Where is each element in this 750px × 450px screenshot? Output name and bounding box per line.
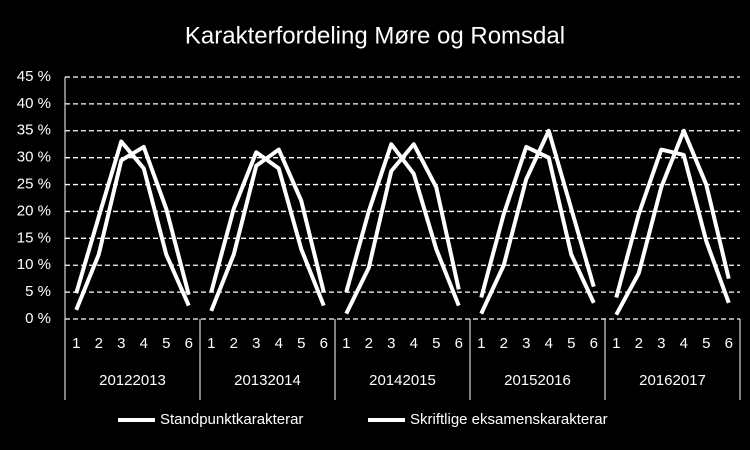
x-tick-label: 4 <box>680 335 688 352</box>
y-tick-label: 40 % <box>17 95 51 112</box>
x-tick-label: 4 <box>545 335 553 352</box>
series-line <box>614 147 731 304</box>
chart-title: Karakterfordeling Møre og Romsdal <box>185 22 565 49</box>
y-tick-label: 15 % <box>17 229 51 246</box>
x-tick-label: 5 <box>567 335 575 352</box>
x-tick-label: 3 <box>387 335 395 352</box>
series-line <box>344 142 461 307</box>
group-label: 20152016 <box>504 372 571 389</box>
x-tick-label: 5 <box>702 335 710 352</box>
group-label: 20162017 <box>639 372 706 389</box>
series-line <box>74 144 191 311</box>
y-tick-label: 20 % <box>17 202 51 219</box>
x-tick-label: 2 <box>635 335 643 352</box>
series-line <box>74 139 191 307</box>
x-tick-label: 2 <box>95 335 103 352</box>
group-label: 20122013 <box>99 372 166 389</box>
x-tick-label: 3 <box>657 335 665 352</box>
y-tick-label: 35 % <box>17 122 51 139</box>
x-tick-label: 6 <box>320 335 328 352</box>
series-line <box>209 147 326 312</box>
x-tick-label: 2 <box>365 335 373 352</box>
x-tick-label: 3 <box>252 335 260 352</box>
y-tick-label: 0 % <box>25 310 51 327</box>
x-tick-label: 5 <box>297 335 305 352</box>
x-tick-label: 1 <box>477 335 485 352</box>
series-line <box>479 128 596 315</box>
x-tick-label: 4 <box>275 335 283 352</box>
x-tick-label: 1 <box>342 335 350 352</box>
group-label: 20132014 <box>234 372 301 389</box>
y-tick-label: 25 % <box>17 176 51 193</box>
series-line <box>479 144 596 304</box>
x-tick-label: 2 <box>500 335 508 352</box>
x-tick-label: 1 <box>612 335 620 352</box>
x-tick-label: 3 <box>522 335 530 352</box>
x-tick-label: 6 <box>725 335 733 352</box>
x-tick-label: 2 <box>230 335 238 352</box>
y-tick-label: 5 % <box>25 283 51 300</box>
y-tick-label: 10 % <box>17 256 51 273</box>
series-line <box>614 128 731 316</box>
x-tick-label: 4 <box>140 335 148 352</box>
x-tick-label: 4 <box>410 335 418 352</box>
series-line <box>209 150 326 307</box>
legend-label: Standpunktkarakterar <box>160 411 303 428</box>
group-label: 20142015 <box>369 372 436 389</box>
x-tick-label: 6 <box>455 335 463 352</box>
y-tick-label: 45 % <box>17 68 51 85</box>
y-tick-label: 30 % <box>17 149 51 166</box>
x-tick-label: 3 <box>117 335 125 352</box>
x-tick-label: 5 <box>432 335 440 352</box>
x-tick-label: 5 <box>162 335 170 352</box>
x-tick-label: 1 <box>72 335 80 352</box>
x-tick-label: 6 <box>185 335 193 352</box>
legend-label: Skriftlige eksamenskarakterar <box>410 411 608 428</box>
x-tick-label: 1 <box>207 335 215 352</box>
x-tick-label: 6 <box>590 335 598 352</box>
